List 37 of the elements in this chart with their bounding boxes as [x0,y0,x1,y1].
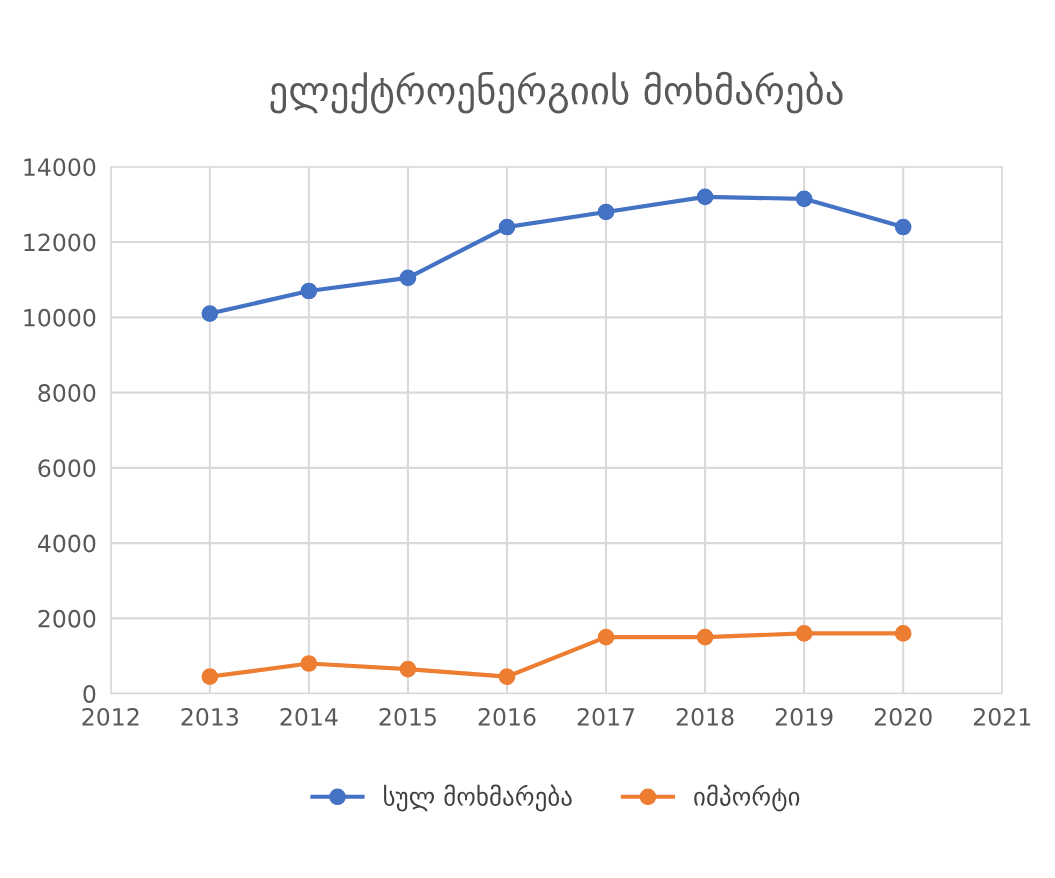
x-tick-label: 2018 [676,707,734,726]
point [201,305,219,322]
point [597,628,615,646]
point [597,203,615,221]
point [696,628,714,646]
point [399,269,417,287]
legend-label: იმპორტი [694,784,800,812]
y-tick-label: 2000 [38,609,96,628]
point [498,668,516,686]
point [399,660,417,678]
point [894,625,912,642]
point [696,188,714,206]
x-tick-label: 2021 [973,707,1031,726]
x-tick-label: 2014 [280,707,338,726]
point [894,218,912,236]
y-tick-label: 12000 [24,233,96,252]
x-tick-label: 2012 [82,707,139,726]
x-tick-label: 2015 [379,707,436,726]
point [201,668,219,686]
point [795,190,813,208]
y-tick-label: 8000 [38,384,96,402]
x-tick-label: 2019 [775,707,833,726]
x-tick-label: 2013 [181,707,238,726]
x-tick-label: 2020 [874,707,932,726]
y-tick-label: 0 [83,685,96,703]
x-tick-label: 2016 [478,707,536,726]
point [300,655,318,672]
y-tick-label: 6000 [38,459,96,478]
x-tick-label: 2017 [577,707,635,726]
point [300,282,318,300]
y-tick-label: 10000 [24,308,96,327]
chart-title: ელექტროენერგიის მოხმარება [270,71,843,114]
y-tick-label: 4000 [37,534,96,553]
point [498,218,516,236]
point [795,625,813,642]
y-tick-label: 14000 [24,158,96,177]
legend-label: სულ მოხმარება [384,784,572,812]
